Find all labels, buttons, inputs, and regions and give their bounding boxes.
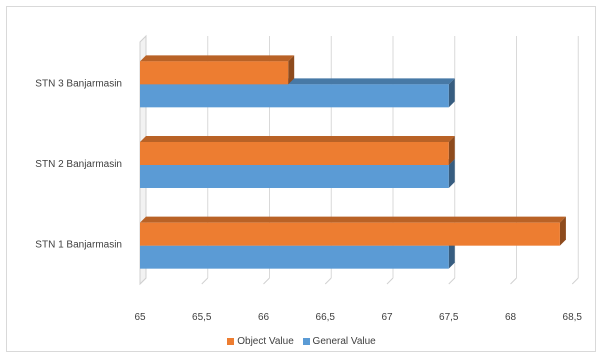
legend-swatch-general bbox=[302, 338, 310, 345]
gridline-foot bbox=[571, 277, 579, 285]
bar-object-3-side bbox=[288, 55, 295, 85]
gridline-foot bbox=[386, 277, 394, 285]
bar-general-3 bbox=[140, 84, 449, 108]
gridline-foot bbox=[263, 277, 270, 285]
legend-swatch-object bbox=[227, 338, 235, 345]
legend-label-object: Object Value bbox=[237, 336, 294, 347]
bar-object-1-side bbox=[559, 216, 566, 246]
x-tick-label: 67,5 bbox=[439, 312, 459, 323]
bars bbox=[140, 55, 566, 269]
bar-object-2-side bbox=[448, 136, 455, 165]
x-tick-label: 67 bbox=[381, 312, 393, 323]
x-tick-label: 68 bbox=[505, 312, 517, 323]
legend-label-general: General Value bbox=[312, 336, 376, 347]
bar-general-2-side bbox=[448, 159, 455, 188]
legend: Object Value General Value bbox=[0, 336, 603, 348]
bar-general-2 bbox=[140, 165, 449, 188]
legend-item-general: General Value bbox=[302, 336, 376, 347]
bar-object-1-top bbox=[140, 216, 566, 223]
category-label: STN 1 Banjarmasin bbox=[35, 240, 122, 251]
bar-general-1-side bbox=[448, 239, 455, 269]
bar-object-3-top bbox=[140, 55, 295, 62]
x-tick-label: 68,5 bbox=[563, 312, 583, 323]
legend-item-object: Object Value bbox=[227, 336, 294, 347]
x-tick-labels: 65 65,5 66 66,5 67 67,5 68 68,5 bbox=[134, 312, 582, 323]
x-tick-label: 65,5 bbox=[192, 312, 212, 323]
bar-object-2-top bbox=[140, 136, 455, 142]
category-labels: STN 1 Banjarmasin STN 2 Banjarmasin STN 3 … bbox=[35, 78, 122, 250]
x-tick-label: 66 bbox=[258, 312, 270, 323]
bar-object-3 bbox=[140, 61, 289, 85]
bar-general-1 bbox=[140, 245, 449, 269]
category-label: STN 2 Banjarmasin bbox=[35, 159, 122, 170]
bar-general-3-side bbox=[448, 78, 455, 108]
x-tick-label: 65 bbox=[134, 312, 146, 323]
bar-object-1 bbox=[140, 222, 560, 246]
category-label: STN 3 Banjarmasin bbox=[35, 78, 122, 89]
bar-object-2 bbox=[140, 142, 449, 165]
gridline-foot bbox=[448, 277, 456, 285]
x-tick-label: 66,5 bbox=[316, 312, 336, 323]
gridline-foot bbox=[324, 277, 332, 285]
gridline-foot bbox=[510, 277, 517, 285]
gridline-foot bbox=[201, 277, 209, 285]
